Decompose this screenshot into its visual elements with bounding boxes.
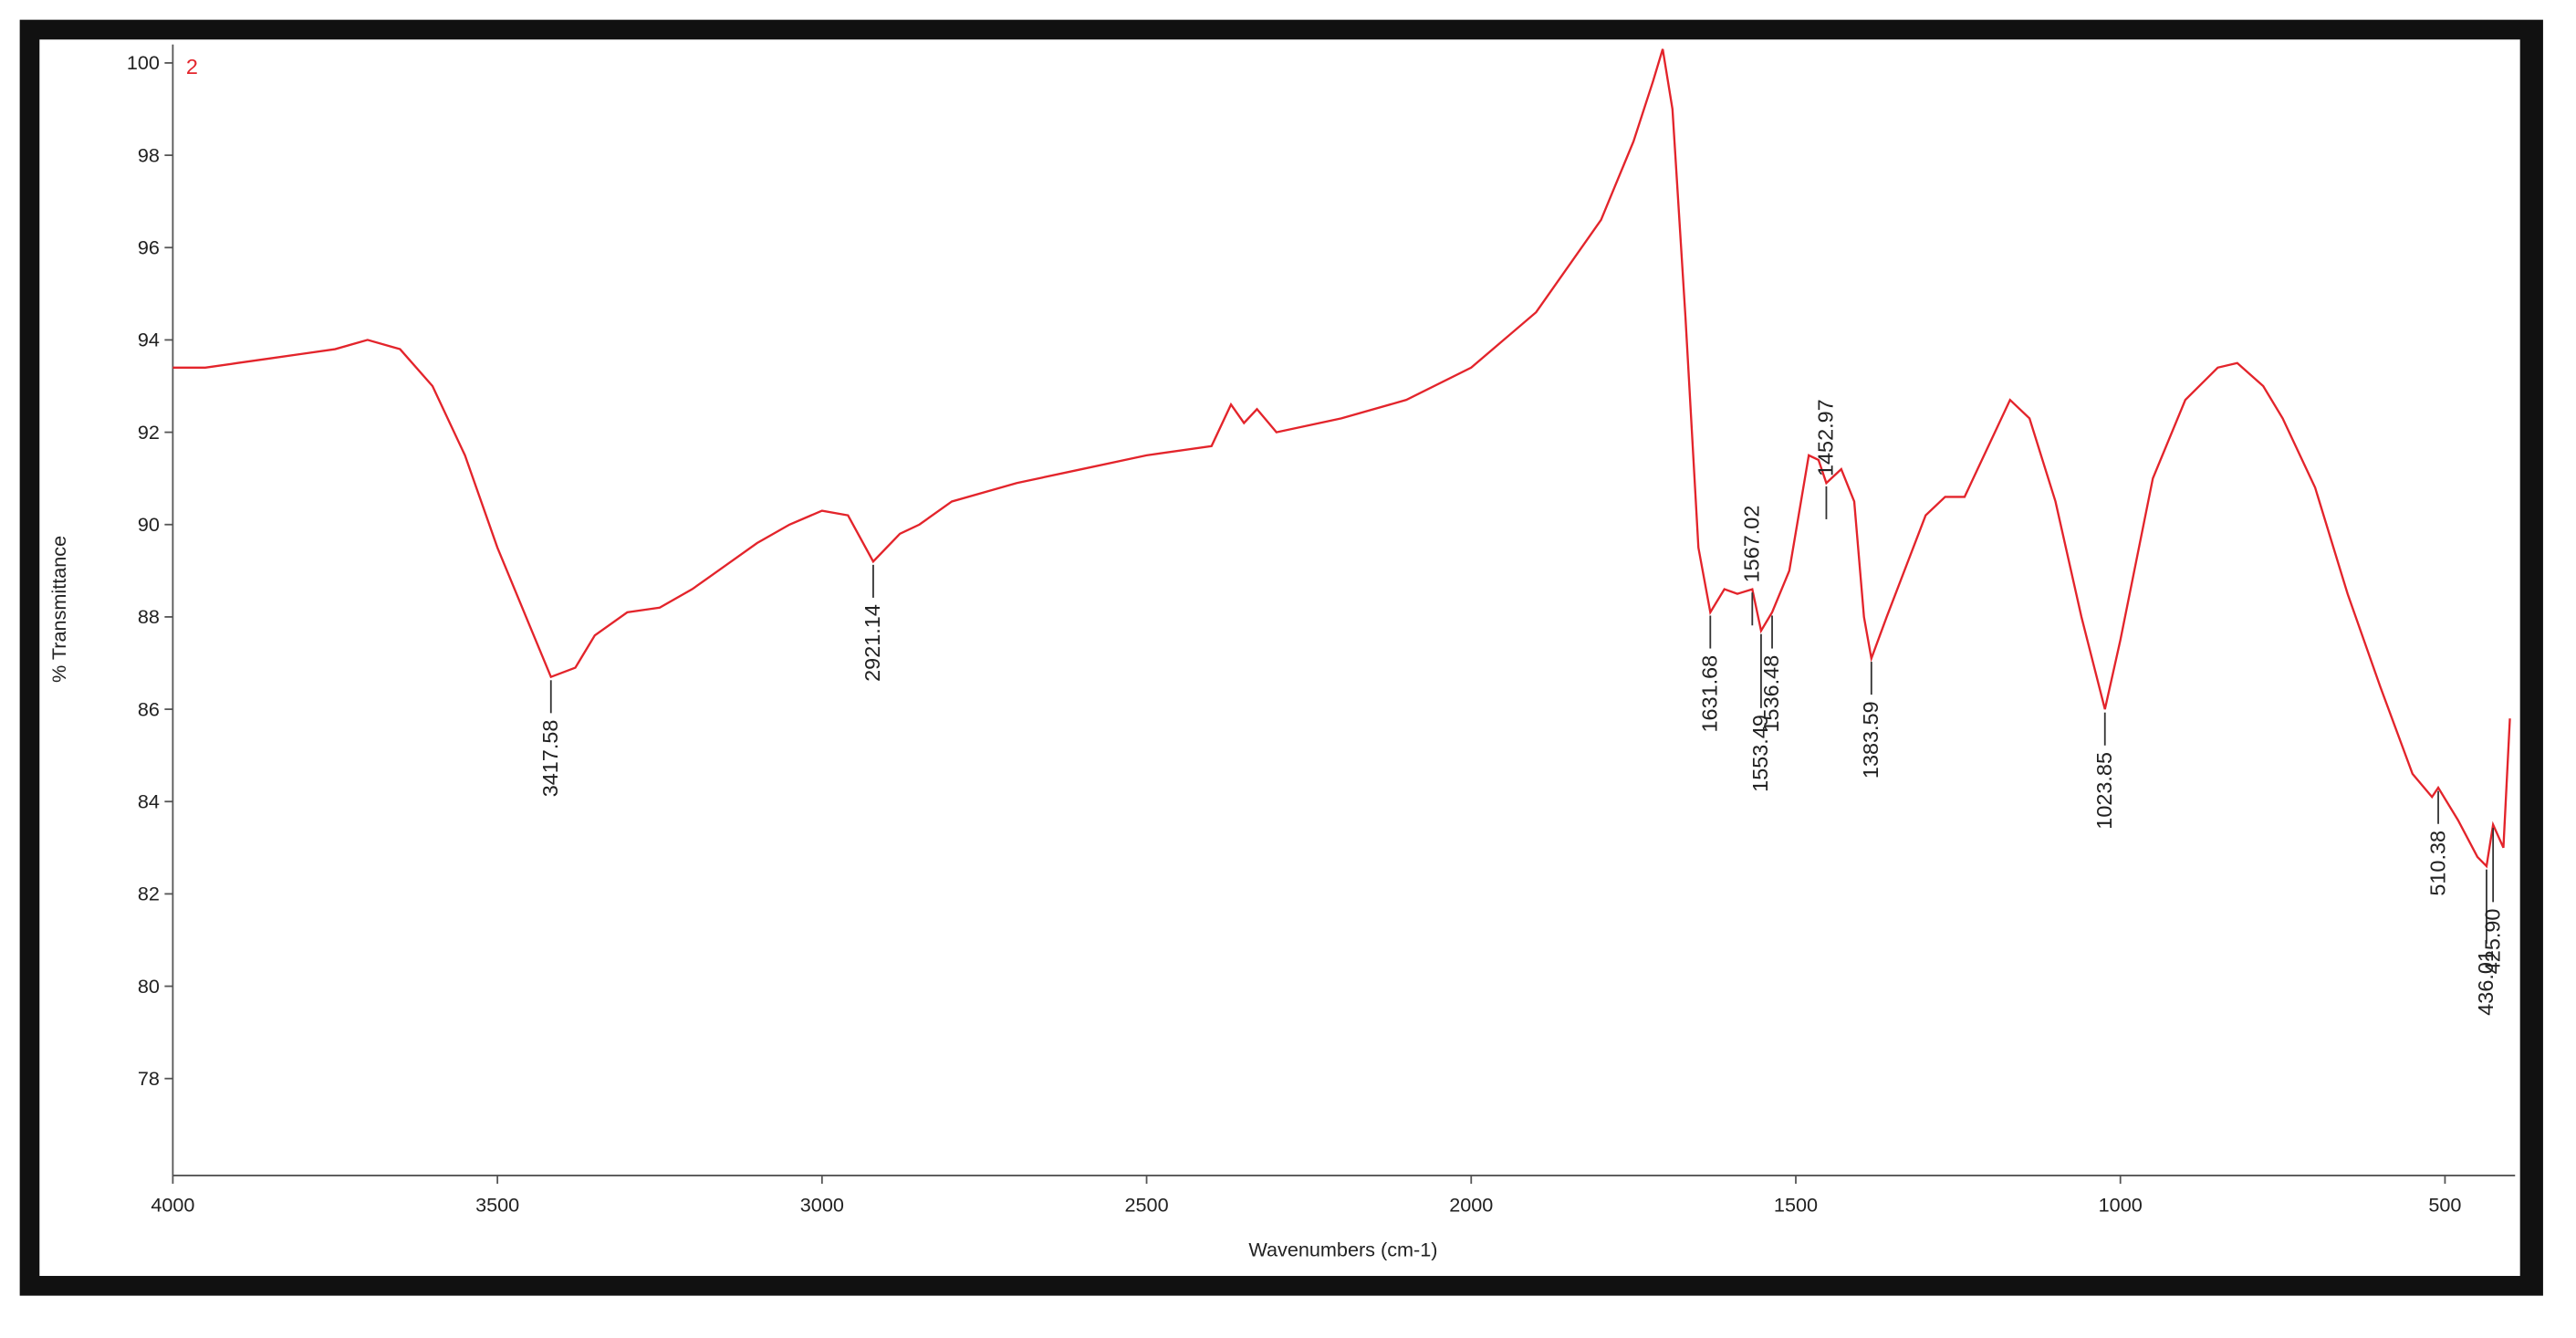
y-tick-label: 100 — [127, 51, 160, 74]
y-tick-label: 80 — [138, 975, 160, 998]
series-label: 2 — [186, 55, 198, 78]
x-tick-label: 2500 — [1124, 1194, 1168, 1217]
x-tick-label: 3000 — [800, 1194, 844, 1217]
y-tick-label: 92 — [138, 421, 160, 444]
panel — [39, 39, 2520, 1276]
peak-label: 436.01 — [2474, 950, 2498, 1016]
y-tick-label: 96 — [138, 235, 160, 258]
y-tick-label: 84 — [138, 789, 160, 812]
peak-label: 425.90 — [2480, 909, 2504, 975]
peak-label: 1023.85 — [2092, 752, 2116, 830]
peak-label: 1452.97 — [1814, 399, 1838, 476]
x-tick-label: 1500 — [1774, 1194, 1818, 1217]
peak-label: 1631.68 — [1698, 655, 1722, 733]
y-tick-label: 98 — [138, 143, 160, 166]
x-tick-label: 2000 — [1449, 1194, 1493, 1217]
x-tick-label: 1000 — [2099, 1194, 2143, 1217]
y-tick-label: 78 — [138, 1067, 160, 1090]
x-tick-label: 500 — [2428, 1194, 2461, 1217]
y-tick-label: 82 — [138, 883, 160, 905]
x-tick-label: 3500 — [475, 1194, 519, 1217]
y-tick-label: 90 — [138, 513, 160, 536]
spectrum-line — [172, 48, 2511, 869]
y-tick-label: 88 — [138, 605, 160, 628]
peak-label: 510.38 — [2425, 831, 2449, 896]
x-axis-label: Wavenumbers (cm-1) — [1248, 1238, 1437, 1260]
y-axis-label: % Transmittance — [47, 536, 70, 683]
peak-label: 3417.58 — [538, 720, 562, 798]
peak-label: 1553.49 — [1748, 715, 1772, 792]
y-tick-label: 86 — [138, 697, 160, 720]
peak-label: 1383.59 — [1859, 701, 1882, 779]
x-tick-label: 4000 — [151, 1194, 194, 1217]
peak-label: 1567.02 — [1740, 506, 1764, 583]
peak-label: 1536.48 — [1759, 655, 1783, 733]
y-tick-label: 94 — [138, 329, 160, 351]
peak-label: 2921.14 — [860, 604, 884, 682]
